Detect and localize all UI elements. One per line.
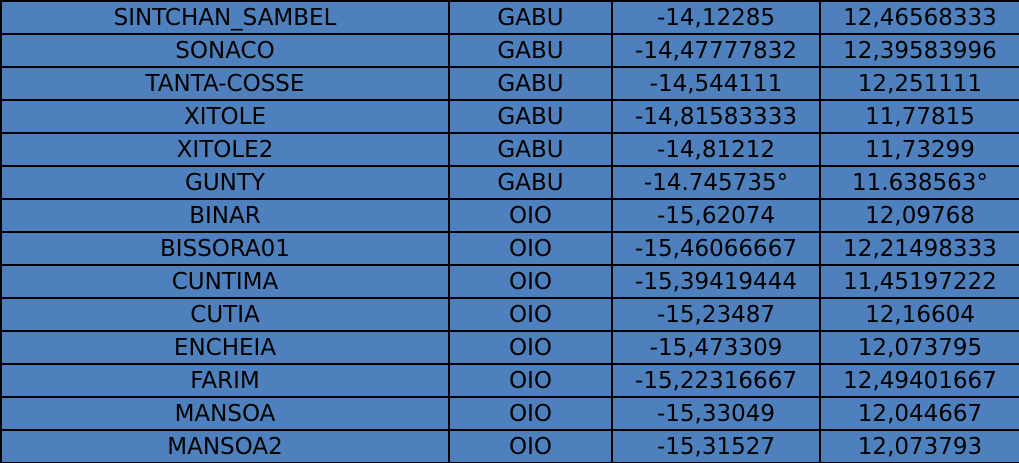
cell-longitude[interactable]: -14,81583333 bbox=[611, 99, 821, 134]
cell-latitude[interactable]: 12,46568333 bbox=[819, 0, 1019, 35]
cell-longitude[interactable]: -14,544111 bbox=[611, 66, 821, 101]
cell-longitude[interactable]: -15,46066667 bbox=[611, 231, 821, 266]
cell-latitude[interactable]: 12,39583996 bbox=[819, 33, 1019, 68]
cell-longitude[interactable]: -15,33049 bbox=[611, 396, 821, 431]
cell-name[interactable]: MANSOA bbox=[0, 396, 450, 431]
cell-region[interactable]: OIO bbox=[448, 429, 613, 463]
cell-name[interactable]: XITOLE bbox=[0, 99, 450, 134]
cell-name[interactable]: SINTCHAN_SAMBEL bbox=[0, 0, 450, 35]
cell-latitude[interactable]: 12,073793 bbox=[819, 429, 1019, 463]
cell-longitude[interactable]: -14.745735° bbox=[611, 165, 821, 200]
cell-name[interactable]: XITOLE2 bbox=[0, 132, 450, 167]
cell-latitude[interactable]: 11,77815 bbox=[819, 99, 1019, 134]
cell-name[interactable]: MANSOA2 bbox=[0, 429, 450, 463]
table-row: XITOLE2 GABU -14,81212 11,73299 bbox=[0, 132, 1019, 167]
cell-longitude[interactable]: -15,22316667 bbox=[611, 363, 821, 398]
cell-name[interactable]: SONACO bbox=[0, 33, 450, 68]
cell-region[interactable]: GABU bbox=[448, 66, 613, 101]
cell-region[interactable]: GABU bbox=[448, 99, 613, 134]
table-row: MANSOA2 OIO -15,31527 12,073793 bbox=[0, 429, 1019, 463]
cell-region[interactable]: OIO bbox=[448, 297, 613, 332]
table-row: XITOLE GABU -14,81583333 11,77815 bbox=[0, 99, 1019, 134]
cell-latitude[interactable]: 12,21498333 bbox=[819, 231, 1019, 266]
cell-name[interactable]: CUNTIMA bbox=[0, 264, 450, 299]
table-row: CUTIA OIO -15,23487 12,16604 bbox=[0, 297, 1019, 332]
cell-latitude[interactable]: 12,09768 bbox=[819, 198, 1019, 233]
cell-latitude[interactable]: 11,73299 bbox=[819, 132, 1019, 167]
cell-region[interactable]: OIO bbox=[448, 396, 613, 431]
cell-longitude[interactable]: -15,31527 bbox=[611, 429, 821, 463]
cell-latitude[interactable]: 12,49401667 bbox=[819, 363, 1019, 398]
cell-latitude[interactable]: 11.638563° bbox=[819, 165, 1019, 200]
table-row: CUNTIMA OIO -15,39419444 11,45197222 bbox=[0, 264, 1019, 299]
table-row: TANTA-COSSE GABU -14,544111 12,251111 bbox=[0, 66, 1019, 101]
cell-latitude[interactable]: 11,45197222 bbox=[819, 264, 1019, 299]
cell-longitude[interactable]: -14,81212 bbox=[611, 132, 821, 167]
cell-longitude[interactable]: -15,39419444 bbox=[611, 264, 821, 299]
cell-longitude[interactable]: -14,12285 bbox=[611, 0, 821, 35]
cell-region[interactable]: GABU bbox=[448, 165, 613, 200]
cell-region[interactable]: OIO bbox=[448, 264, 613, 299]
cell-region[interactable]: OIO bbox=[448, 363, 613, 398]
cell-region[interactable]: OIO bbox=[448, 198, 613, 233]
cell-longitude[interactable]: -15,62074 bbox=[611, 198, 821, 233]
cell-name[interactable]: GUNTY bbox=[0, 165, 450, 200]
cell-region[interactable]: GABU bbox=[448, 132, 613, 167]
cell-latitude[interactable]: 12,073795 bbox=[819, 330, 1019, 365]
cell-region[interactable]: GABU bbox=[448, 33, 613, 68]
cell-latitude[interactable]: 12,251111 bbox=[819, 66, 1019, 101]
table-row: SONACO GABU -14,47777832 12,39583996 bbox=[0, 33, 1019, 68]
cell-latitude[interactable]: 12,044667 bbox=[819, 396, 1019, 431]
table-row: BISSORA01 OIO -15,46066667 12,21498333 bbox=[0, 231, 1019, 266]
table-row: MANSOA OIO -15,33049 12,044667 bbox=[0, 396, 1019, 431]
cell-region[interactable]: GABU bbox=[448, 0, 613, 35]
cell-region[interactable]: OIO bbox=[448, 231, 613, 266]
cell-name[interactable]: BINAR bbox=[0, 198, 450, 233]
cell-longitude[interactable]: -14,47777832 bbox=[611, 33, 821, 68]
cell-longitude[interactable]: -15,23487 bbox=[611, 297, 821, 332]
table-row: SINTCHAN_SAMBEL GABU -14,12285 12,465683… bbox=[0, 0, 1019, 35]
cell-longitude[interactable]: -15,473309 bbox=[611, 330, 821, 365]
table-row: ENCHEIA OIO -15,473309 12,073795 bbox=[0, 330, 1019, 365]
table-row: FARIM OIO -15,22316667 12,49401667 bbox=[0, 363, 1019, 398]
table-row: GUNTY GABU -14.745735° 11.638563° bbox=[0, 165, 1019, 200]
cell-name[interactable]: ENCHEIA bbox=[0, 330, 450, 365]
cell-name[interactable]: BISSORA01 bbox=[0, 231, 450, 266]
cell-latitude[interactable]: 12,16604 bbox=[819, 297, 1019, 332]
cell-region[interactable]: OIO bbox=[448, 330, 613, 365]
cell-name[interactable]: CUTIA bbox=[0, 297, 450, 332]
cell-name[interactable]: FARIM bbox=[0, 363, 450, 398]
cell-name[interactable]: TANTA-COSSE bbox=[0, 66, 450, 101]
table-row: BINAR OIO -15,62074 12,09768 bbox=[0, 198, 1019, 233]
